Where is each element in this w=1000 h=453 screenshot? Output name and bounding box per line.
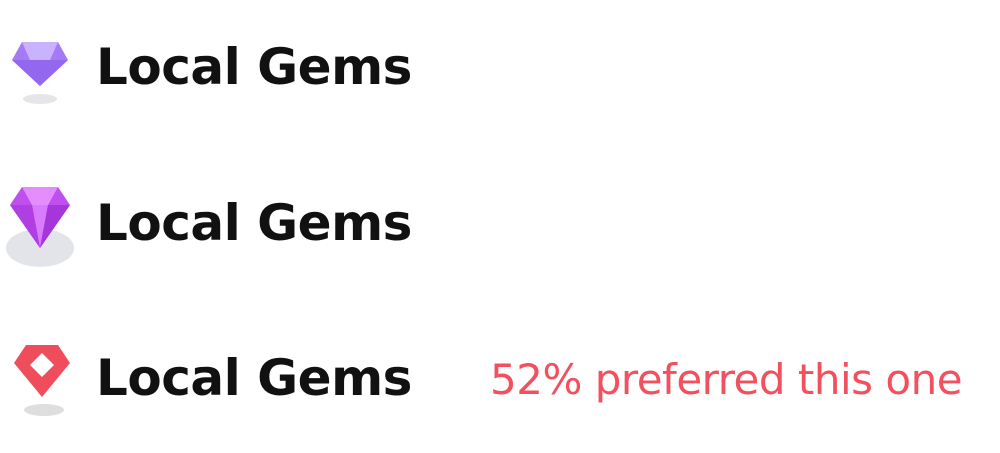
brand-name: Local Gems — [96, 194, 412, 252]
gem-icon — [12, 42, 68, 104]
brand-name: Local Gems — [96, 349, 412, 407]
logo-variant-1: Local Gems — [0, 20, 1000, 140]
preference-note: 52% preferred this one — [490, 355, 963, 404]
brand-name: Local Gems — [96, 38, 412, 96]
logo-variant-3: Local Gems 52% preferred this one — [0, 325, 1000, 445]
gem-pin-icon — [14, 345, 70, 416]
gem-icon — [6, 187, 74, 267]
logo-variant-2: Local Gems — [0, 170, 1000, 290]
